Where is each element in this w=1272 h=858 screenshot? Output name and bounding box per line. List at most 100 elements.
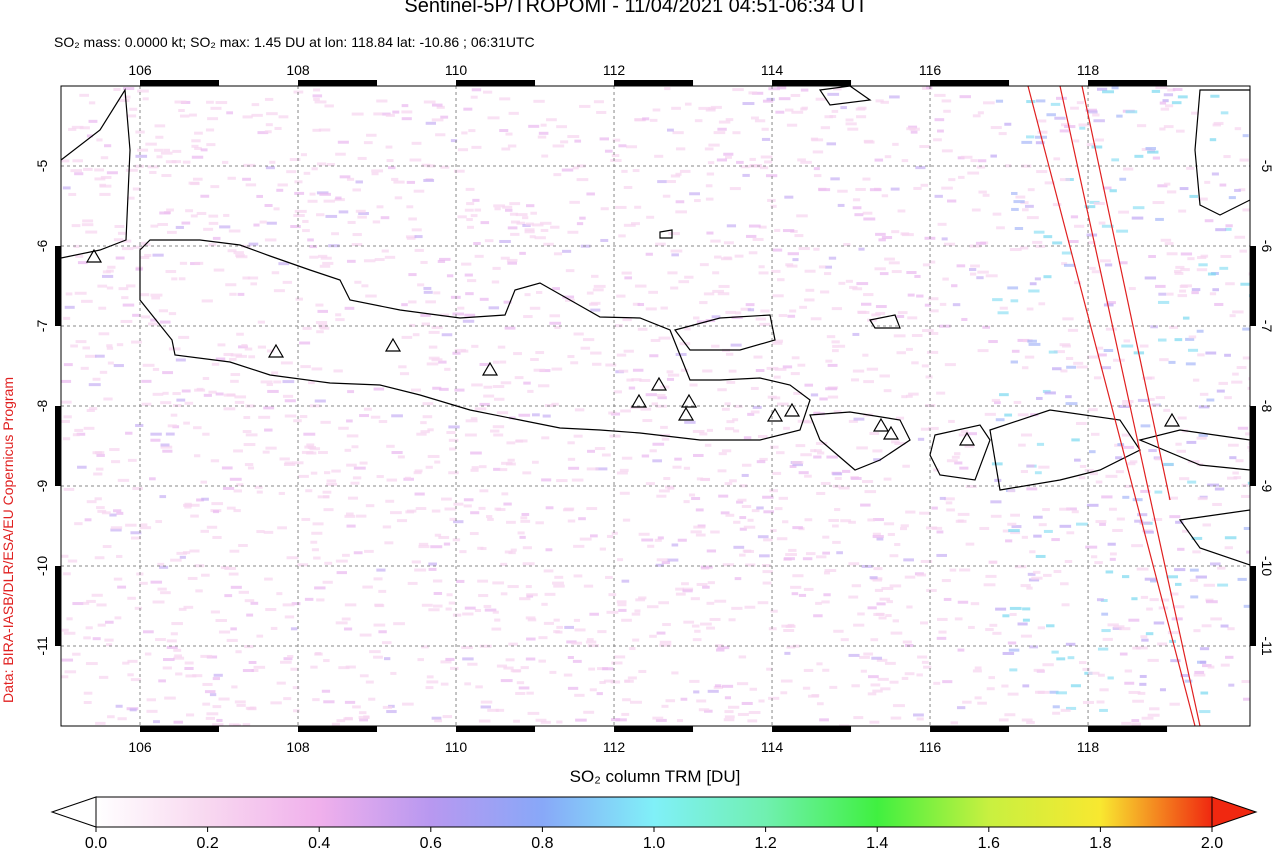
so2-pixel: [294, 180, 303, 184]
so2-pixel: [619, 468, 629, 472]
so2-pixel: [714, 599, 727, 603]
so2-pixel: [407, 581, 418, 585]
so2-pixel: [421, 645, 429, 649]
so2-pixel: [976, 276, 984, 280]
so2-pixel: [869, 432, 880, 436]
so2-pixel: [538, 636, 548, 640]
so2-pixel: [206, 143, 216, 147]
so2-pixel: [761, 127, 769, 131]
so2-pixel: [869, 576, 878, 580]
so2-pixel: [615, 718, 627, 722]
so2-pixel: [127, 659, 138, 663]
so2-pixel: [1086, 233, 1098, 237]
so2-pixel: [507, 226, 518, 230]
so2-pixel: [954, 617, 963, 621]
so2-pixel: [1153, 621, 1165, 625]
so2-pixel: [454, 348, 466, 352]
so2-pixel: [265, 123, 273, 127]
so2-pixel: [845, 118, 854, 122]
so2-pixel: [423, 178, 435, 182]
so2-pixel: [151, 296, 161, 300]
so2-pixel: [146, 709, 158, 713]
so2-pixel: [571, 478, 584, 482]
so2-pixel: [999, 306, 1008, 310]
so2-pixel: [772, 471, 782, 475]
so2-pixel: [350, 481, 360, 485]
so2-pixel: [616, 471, 628, 475]
so2-pixel: [1026, 720, 1035, 724]
so2-pixel: [527, 618, 537, 622]
so2-pixel: [515, 691, 526, 695]
so2-pixel: [194, 261, 204, 265]
so2-pixel: [70, 344, 78, 348]
so2-pixel: [1224, 536, 1237, 540]
so2-pixel: [311, 367, 323, 371]
so2-pixel: [652, 716, 664, 720]
so2-pixel: [920, 559, 933, 563]
so2-pixel: [119, 99, 130, 103]
so2-pixel: [307, 199, 318, 203]
so2-pixel: [480, 705, 491, 709]
so2-pixel: [817, 451, 825, 455]
so2-pixel: [265, 608, 277, 612]
so2-pixel: [193, 426, 202, 430]
so2-pixel: [1205, 351, 1217, 355]
so2-pixel: [385, 113, 395, 117]
so2-pixel: [478, 465, 487, 469]
so2-pixel: [792, 463, 803, 467]
so2-pixel: [880, 687, 891, 691]
so2-pixel: [1015, 195, 1026, 199]
so2-pixel: [201, 299, 213, 303]
so2-pixel: [278, 115, 289, 119]
so2-pixel: [666, 377, 675, 381]
so2-pixel: [435, 133, 446, 137]
so2-pixel: [710, 105, 722, 109]
so2-pixel: [359, 414, 370, 418]
so2-pixel: [300, 153, 307, 157]
so2-pixel: [1108, 507, 1117, 511]
so2-pixel: [813, 412, 825, 416]
so2-pixel: [1223, 155, 1231, 159]
so2-pixel: [352, 476, 362, 480]
so2-pixel: [838, 344, 846, 348]
so2-pixel: [500, 592, 508, 596]
so2-pixel: [739, 527, 747, 531]
so2-pixel: [654, 154, 664, 158]
so2-pixel: [283, 697, 292, 701]
so2-pixel: [1248, 449, 1250, 453]
so2-pixel: [205, 716, 216, 720]
so2-pixel: [146, 698, 156, 702]
so2-pixel: [457, 215, 467, 219]
so2-pixel: [1182, 316, 1190, 320]
so2-pixel: [660, 425, 668, 429]
so2-pixel: [612, 138, 621, 142]
so2-pixel: [712, 289, 724, 293]
so2-pixel: [819, 718, 829, 722]
so2-pixel: [947, 199, 957, 203]
so2-pixel: [889, 95, 900, 99]
so2-pixel: [264, 204, 273, 208]
so2-pixel: [853, 417, 865, 421]
so2-pixel: [373, 112, 383, 116]
so2-pixel: [782, 229, 795, 233]
so2-pixel: [160, 401, 172, 405]
volcanoes: [85, 248, 1181, 446]
so2-pixel: [520, 519, 531, 523]
so2-pixel: [206, 712, 219, 716]
so2-pixel: [1112, 528, 1123, 532]
y-tick-label: -7: [34, 320, 50, 333]
so2-pixel: [736, 160, 744, 164]
so2-pixel: [850, 476, 862, 480]
so2-pixel: [67, 559, 78, 563]
so2-pixel: [789, 309, 797, 313]
so2-pixel: [235, 650, 242, 654]
graticule: [61, 86, 1250, 726]
so2-pixel: [1220, 254, 1232, 258]
so2-pixel: [1101, 224, 1114, 228]
so2-pixel: [84, 518, 92, 522]
so2-pixel: [1203, 583, 1215, 587]
so2-pixel: [1118, 210, 1130, 214]
so2-pixel: [253, 223, 260, 227]
y-tick-label: -8: [34, 400, 50, 413]
so2-pixel: [531, 460, 539, 464]
